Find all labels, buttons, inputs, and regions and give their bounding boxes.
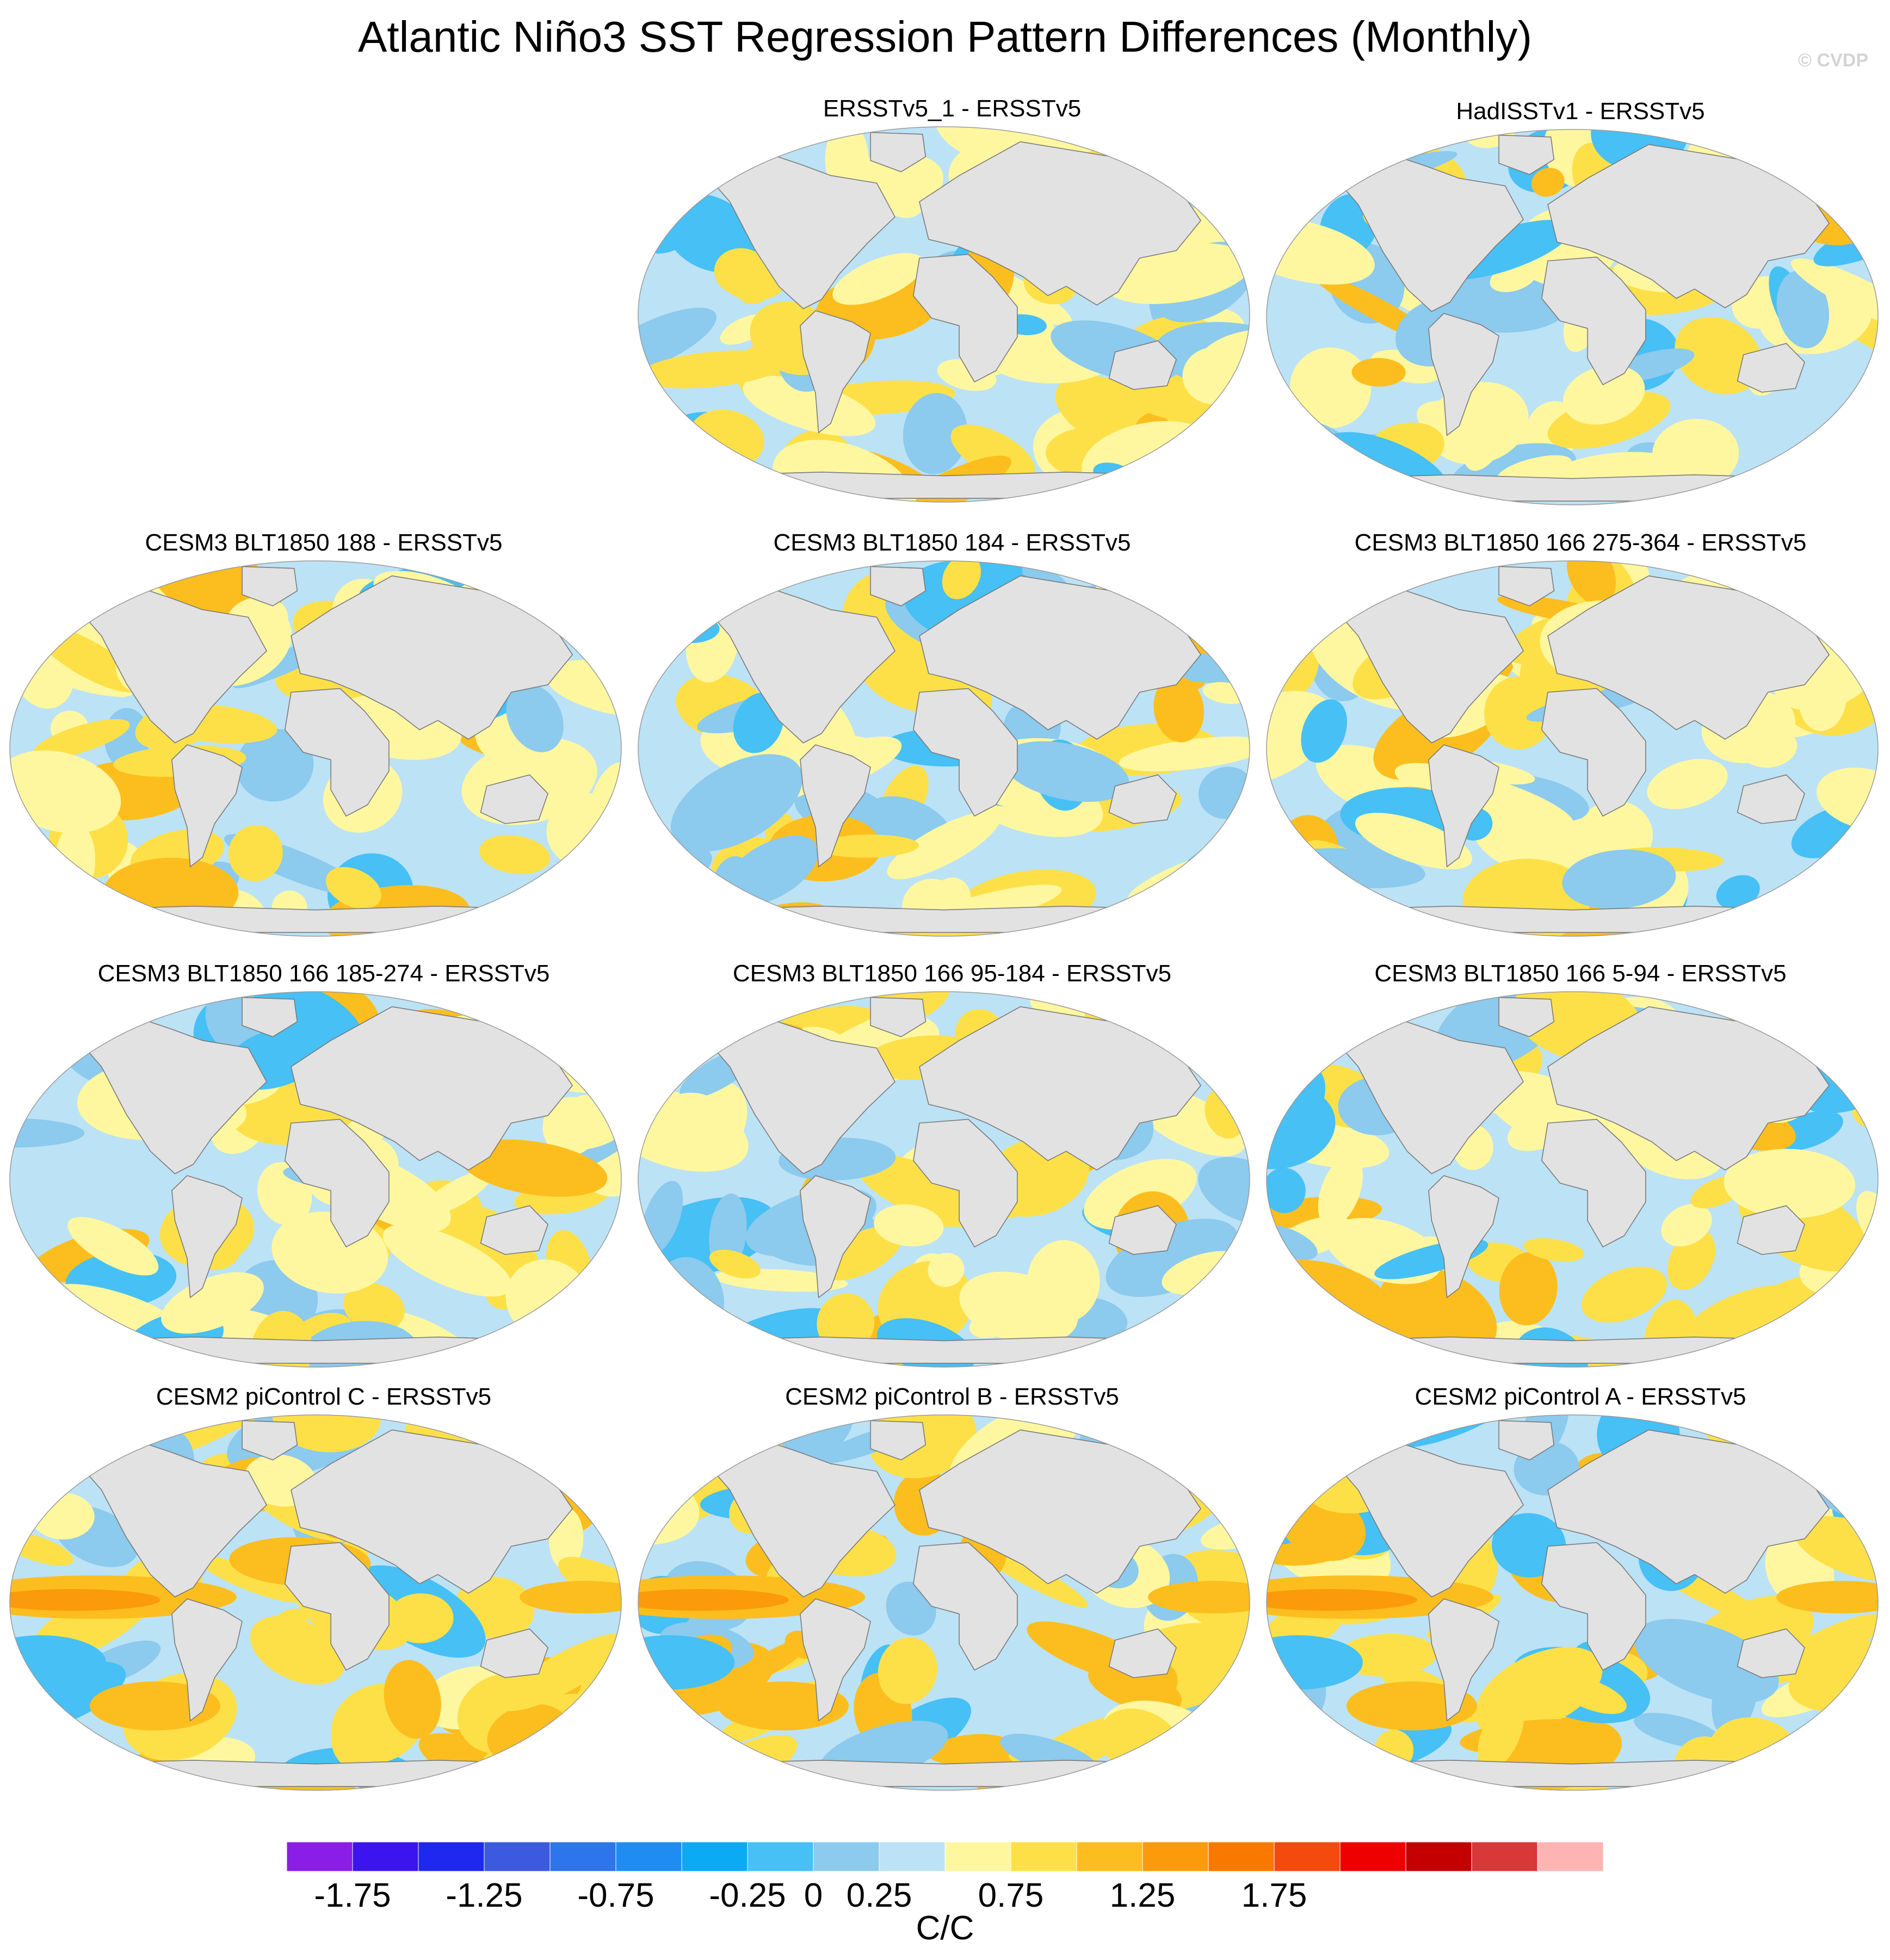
colorbar-swatch [1076,1841,1143,1872]
cvdp-watermark: © CVDP [1798,50,1868,71]
colorbar-tick-label: 0.25 [846,1877,912,1914]
world-map [638,991,1250,1368]
colorbar-tick-label: 1.25 [1109,1877,1176,1914]
colorbar-swatch [747,1841,814,1872]
world-map [9,991,622,1368]
panel-title: CESM2 piControl C - ERSSTv5 [156,1383,492,1410]
colorbar-swatch [484,1841,551,1872]
panel-title: CESM3 BLT1850 184 - ERSSTv5 [773,529,1131,556]
colorbar-tick-label: -0.75 [577,1877,654,1914]
colorbar-swatch [1471,1841,1538,1872]
world-map [9,1414,622,1791]
map-panel-hadisstv1: HadISSTv1 - ERSSTv5 [1265,95,1890,525]
panel-title: CESM3 BLT1850 166 275-364 - ERSSTv5 [1354,529,1807,556]
map-panel-cesm2-picontrol-a: CESM2 piControl A - ERSSTv5 [1265,1381,1890,1810]
colorbar-tick-label: 1.75 [1241,1877,1307,1914]
world-map [9,560,622,937]
colorbar-units: C/C [916,1909,974,1947]
map-panel-ersstv5-1: ERSSTv5_1 - ERSSTv5 [637,92,1268,522]
map-panel-cesm3-166-275-364: CESM3 BLT1850 166 275-364 - ERSSTv5 [1265,527,1890,956]
map-panel-cesm3-184: CESM3 BLT1850 184 - ERSSTv5 [637,527,1268,956]
colorbar-swatch [418,1841,485,1872]
colorbar-swatch [1537,1841,1604,1872]
colorbar [286,1841,1604,1872]
map-panel-cesm3-188: CESM3 BLT1850 188 - ERSSTv5 [8,527,639,956]
figure-title: Atlantic Niño3 SST Regression Pattern Di… [357,13,1532,61]
colorbar-swatch [1142,1841,1209,1872]
colorbar-swatch [944,1841,1011,1872]
map-panel-cesm2-picontrol-c: CESM2 piControl C - ERSSTv5 [8,1381,639,1810]
panel-title: CESM3 BLT1850 166 5-94 - ERSSTv5 [1374,960,1787,987]
world-map [1266,129,1879,505]
panel-title: HadISSTv1 - ERSSTv5 [1456,98,1705,125]
colorbar-swatch [813,1841,880,1872]
colorbar-swatch [879,1841,946,1872]
world-map [638,560,1250,937]
world-map [638,1414,1250,1791]
panel-title: CESM3 BLT1850 188 - ERSSTv5 [145,529,503,556]
colorbar-swatch [681,1841,748,1872]
world-map [1266,560,1879,937]
colorbar-tick-label: -1.25 [446,1877,523,1914]
colorbar-tick-label: -0.25 [709,1877,786,1914]
map-panel-cesm3-166-95-184: CESM3 BLT1850 166 95-184 - ERSSTv5 [637,957,1268,1387]
colorbar-swatch [1010,1841,1077,1872]
colorbar-swatch [286,1841,353,1872]
colorbar-tick-label: -1.75 [314,1877,391,1914]
map-panel-cesm2-picontrol-b: CESM2 piControl B - ERSSTv5 [637,1381,1268,1810]
world-map [1266,991,1879,1368]
colorbar-swatch [352,1841,419,1872]
world-map [1266,1414,1879,1791]
panel-title: CESM3 BLT1850 166 185-274 - ERSSTv5 [97,960,550,987]
colorbar-swatch [1274,1841,1341,1872]
colorbar-swatch [549,1841,616,1872]
colorbar-swatch [1339,1841,1406,1872]
panel-title: ERSSTv5_1 - ERSSTv5 [823,95,1082,122]
map-panel-cesm3-166-185-274: CESM3 BLT1850 166 185-274 - ERSSTv5 [8,957,639,1387]
panel-title: CESM2 piControl B - ERSSTv5 [785,1383,1119,1410]
world-map [638,126,1250,503]
panel-title: CESM2 piControl A - ERSSTv5 [1415,1383,1746,1410]
colorbar-swatch [615,1841,682,1872]
colorbar-tick-label: 0.75 [978,1877,1044,1914]
colorbar-swatch [1208,1841,1275,1872]
colorbar-swatch [1405,1841,1472,1872]
panel-title: CESM3 BLT1850 166 95-184 - ERSSTv5 [732,960,1172,987]
map-panel-cesm3-166-5-94: CESM3 BLT1850 166 5-94 - ERSSTv5 [1265,957,1890,1387]
colorbar-tick-label: 0 [804,1877,823,1914]
